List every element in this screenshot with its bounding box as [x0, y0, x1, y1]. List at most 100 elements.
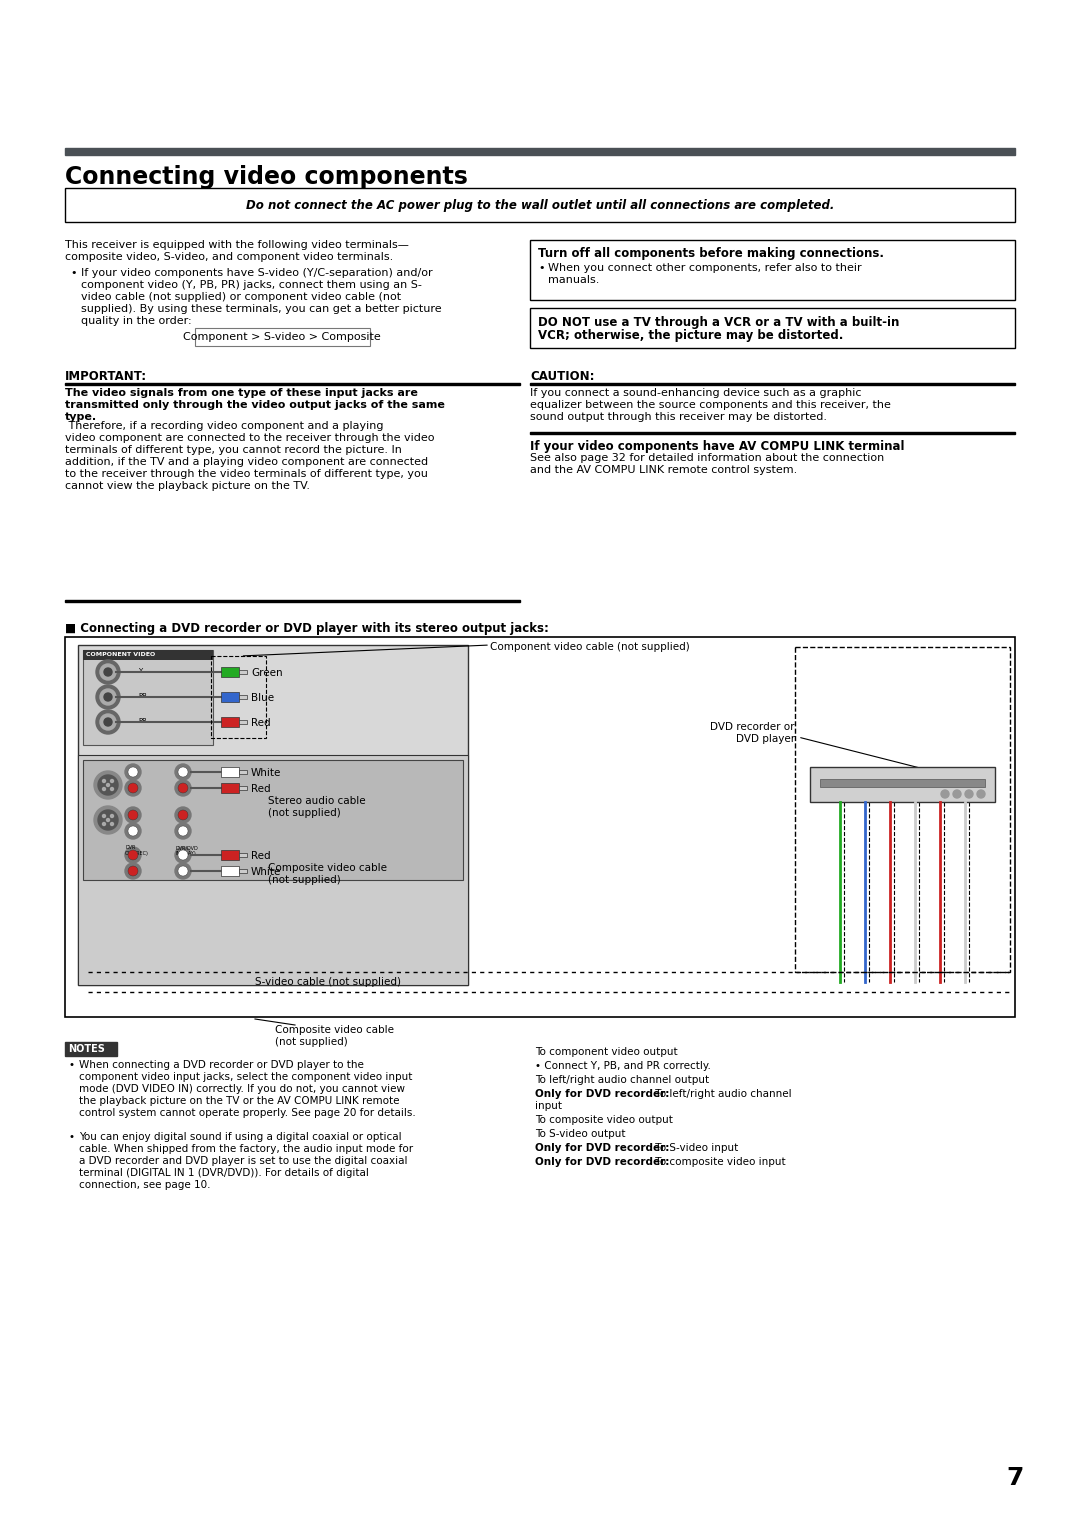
Circle shape	[94, 772, 122, 799]
Circle shape	[110, 814, 113, 818]
Text: Do not connect the AC power plug to the wall outlet until all connections are co: Do not connect the AC power plug to the …	[246, 199, 834, 211]
Bar	[211, 655, 266, 738]
Circle shape	[129, 767, 138, 778]
Text: Therefore, if a recording video component and a playing: Therefore, if a recording video componen…	[65, 421, 383, 432]
Bar	[221, 717, 239, 727]
Text: control system cannot operate properly. See page 20 for details.: control system cannot operate properly. …	[79, 1108, 416, 1118]
Text: Red: Red	[251, 718, 271, 729]
Circle shape	[100, 689, 116, 704]
Text: supplied). By using these terminals, you can get a better picture: supplied). By using these terminals, you…	[81, 305, 442, 314]
Text: input: input	[535, 1101, 562, 1112]
Circle shape	[103, 814, 106, 818]
Bar	[83, 651, 213, 746]
Bar	[530, 383, 1015, 384]
Text: If you connect a sound-enhancing device such as a graphic: If you connect a sound-enhancing device …	[530, 387, 862, 398]
Text: NOTES: NOTES	[68, 1044, 105, 1053]
Circle shape	[96, 684, 120, 709]
Bar	[221, 692, 239, 703]
Circle shape	[110, 787, 113, 790]
Text: To S-video input: To S-video input	[651, 1144, 738, 1153]
Bar	[239, 770, 247, 775]
Text: COMPONENT VIDEO: COMPONENT VIDEO	[86, 654, 156, 658]
Circle shape	[966, 790, 973, 798]
Circle shape	[953, 790, 961, 798]
Text: quality in the order:: quality in the order:	[81, 315, 191, 326]
Text: IMPORTANT:: IMPORTANT:	[65, 371, 147, 383]
Text: Composite video cable: Composite video cable	[275, 1024, 394, 1035]
Bar	[65, 637, 1015, 1017]
Text: component video (Y, PB, PR) jacks, connect them using an S-: component video (Y, PB, PR) jacks, conne…	[81, 280, 422, 289]
Text: To left/right audio channel: To left/right audio channel	[651, 1089, 792, 1099]
Bar	[83, 759, 463, 880]
Bar	[530, 432, 1015, 433]
Text: Only for DVD recorder:: Only for DVD recorder:	[535, 1157, 670, 1167]
Text: PR: PR	[138, 718, 147, 724]
Text: VCR; otherwise, the picture may be distorted.: VCR; otherwise, the picture may be disto…	[538, 329, 843, 341]
Circle shape	[175, 863, 191, 879]
Text: Component > S-video > Composite: Component > S-video > Composite	[184, 332, 381, 341]
Text: The video signals from one type of these input jacks are: The video signals from one type of these…	[65, 387, 418, 398]
Text: COMPONENT VIDEO: COMPONENT VIDEO	[86, 652, 156, 657]
Text: Stereo audio cable: Stereo audio cable	[268, 796, 366, 805]
Circle shape	[104, 694, 112, 701]
Text: cable. When shipped from the factory, the audio input mode for: cable. When shipped from the factory, th…	[79, 1144, 414, 1154]
Bar	[530, 240, 1015, 300]
Text: type.: type.	[65, 412, 97, 423]
Circle shape	[98, 775, 118, 795]
Text: a DVD recorder and DVD player is set to use the digital coaxial: a DVD recorder and DVD player is set to …	[79, 1156, 407, 1167]
Text: video component are connected to the receiver through the video: video component are connected to the rec…	[65, 433, 434, 442]
Text: When you connect other components, refer also to their: When you connect other components, refer…	[548, 263, 862, 273]
Text: S-video cable (not supplied): S-video cable (not supplied)	[255, 977, 401, 987]
Text: To composite video output: To composite video output	[535, 1115, 673, 1125]
Text: Turn off all components before making connections.: Turn off all components before making co…	[538, 246, 885, 260]
Bar	[239, 695, 247, 700]
Bar	[239, 671, 247, 674]
Circle shape	[129, 827, 138, 836]
Text: DVD player: DVD player	[735, 733, 795, 744]
Text: Red: Red	[251, 851, 271, 860]
Text: Only for DVD recorder:: Only for DVD recorder:	[535, 1089, 670, 1099]
Circle shape	[107, 819, 109, 822]
Circle shape	[178, 810, 188, 821]
Text: video cable (not supplied) or component video cable (not: video cable (not supplied) or component …	[81, 292, 401, 302]
Bar	[221, 782, 239, 793]
Text: •: •	[69, 1131, 75, 1142]
Bar	[65, 188, 1015, 222]
Text: 7: 7	[1007, 1467, 1024, 1490]
Circle shape	[125, 847, 141, 863]
Circle shape	[129, 867, 138, 876]
Circle shape	[103, 822, 106, 825]
Bar	[83, 651, 213, 660]
Bar	[795, 648, 1010, 972]
Text: (not supplied): (not supplied)	[268, 876, 341, 885]
Text: terminal (DIGITAL IN 1 (DVR/DVD)). For details of digital: terminal (DIGITAL IN 1 (DVR/DVD)). For d…	[79, 1168, 369, 1177]
Text: the playback picture on the TV or the AV COMPU LINK remote: the playback picture on the TV or the AV…	[79, 1096, 400, 1105]
Text: Only for DVD recorder:: Only for DVD recorder:	[535, 1144, 670, 1153]
Bar	[195, 328, 370, 346]
Circle shape	[129, 850, 138, 860]
Text: •: •	[538, 263, 544, 273]
Bar	[78, 755, 468, 984]
Bar	[65, 1043, 117, 1056]
Bar	[530, 308, 1015, 348]
Circle shape	[178, 782, 188, 793]
Bar	[810, 767, 995, 802]
Text: You can enjoy digital sound if using a digital coaxial or optical: You can enjoy digital sound if using a d…	[79, 1131, 402, 1142]
Bar	[239, 870, 247, 873]
Bar	[65, 600, 519, 602]
Bar	[239, 853, 247, 857]
Text: DVD recorder or: DVD recorder or	[711, 723, 795, 732]
Text: equalizer between the source components and this receiver, the: equalizer between the source components …	[530, 400, 891, 410]
Circle shape	[178, 867, 188, 876]
Text: When connecting a DVD recorder or DVD player to the: When connecting a DVD recorder or DVD pl…	[79, 1059, 364, 1070]
Text: To left/right audio channel output: To left/right audio channel output	[535, 1075, 710, 1085]
Text: To S-video output: To S-video output	[535, 1128, 625, 1139]
Circle shape	[129, 782, 138, 793]
Text: See also page 32 for detailed information about the connection: See also page 32 for detailed informatio…	[530, 453, 885, 462]
Text: connection, see page 10.: connection, see page 10.	[79, 1180, 211, 1190]
Circle shape	[175, 824, 191, 839]
Circle shape	[104, 718, 112, 726]
Text: Red: Red	[251, 784, 271, 795]
Text: DVR/DVD
IN(PLAY): DVR/DVD IN(PLAY)	[175, 845, 198, 856]
Text: PB: PB	[138, 694, 147, 700]
